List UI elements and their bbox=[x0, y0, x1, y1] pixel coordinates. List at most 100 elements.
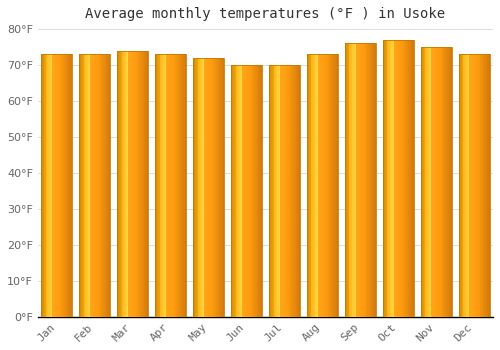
Bar bbox=[481, 54, 482, 317]
Bar bbox=[336, 54, 337, 317]
Bar bbox=[462, 54, 463, 317]
Bar bbox=[162, 54, 163, 317]
Bar bbox=[360, 43, 361, 317]
Bar bbox=[69, 54, 70, 317]
Bar bbox=[390, 40, 391, 317]
Bar bbox=[136, 51, 138, 317]
Bar bbox=[62, 54, 63, 317]
Bar bbox=[284, 65, 285, 317]
Bar bbox=[184, 54, 186, 317]
Bar bbox=[330, 54, 331, 317]
Bar bbox=[127, 51, 128, 317]
Bar bbox=[70, 54, 71, 317]
Bar bbox=[92, 54, 93, 317]
Bar bbox=[476, 54, 477, 317]
Bar bbox=[478, 54, 479, 317]
Bar bbox=[448, 47, 450, 317]
Bar bbox=[177, 54, 178, 317]
Bar bbox=[158, 54, 159, 317]
Bar bbox=[282, 65, 283, 317]
Bar bbox=[140, 51, 141, 317]
Bar bbox=[323, 54, 324, 317]
Bar bbox=[308, 54, 309, 317]
Bar bbox=[384, 40, 385, 317]
Bar bbox=[101, 54, 102, 317]
Bar bbox=[221, 58, 222, 317]
Bar bbox=[269, 65, 270, 317]
Bar bbox=[362, 43, 364, 317]
Bar bbox=[199, 58, 200, 317]
Bar bbox=[80, 54, 82, 317]
Bar bbox=[430, 47, 432, 317]
Bar bbox=[242, 65, 244, 317]
Bar bbox=[241, 65, 242, 317]
Bar bbox=[352, 43, 354, 317]
Bar bbox=[107, 54, 108, 317]
Bar bbox=[427, 47, 428, 317]
Bar bbox=[255, 65, 256, 317]
Bar bbox=[79, 54, 110, 317]
Bar bbox=[299, 65, 300, 317]
Bar bbox=[67, 54, 68, 317]
Bar bbox=[446, 47, 447, 317]
Bar bbox=[366, 43, 368, 317]
Bar bbox=[143, 51, 144, 317]
Bar bbox=[451, 47, 452, 317]
Bar bbox=[50, 54, 51, 317]
Bar bbox=[45, 54, 46, 317]
Bar bbox=[91, 54, 92, 317]
Bar bbox=[344, 43, 376, 317]
Bar bbox=[474, 54, 475, 317]
Bar bbox=[292, 65, 293, 317]
Bar bbox=[333, 54, 334, 317]
Bar bbox=[97, 54, 98, 317]
Bar bbox=[344, 43, 346, 317]
Bar bbox=[334, 54, 335, 317]
Bar bbox=[464, 54, 465, 317]
Bar bbox=[60, 54, 62, 317]
Bar bbox=[283, 65, 284, 317]
Bar bbox=[385, 40, 386, 317]
Bar bbox=[450, 47, 451, 317]
Bar bbox=[322, 54, 323, 317]
Bar bbox=[272, 65, 274, 317]
Bar bbox=[279, 65, 280, 317]
Bar bbox=[386, 40, 388, 317]
Bar bbox=[142, 51, 143, 317]
Bar bbox=[220, 58, 221, 317]
Bar bbox=[160, 54, 162, 317]
Bar bbox=[371, 43, 372, 317]
Bar bbox=[436, 47, 437, 317]
Bar bbox=[294, 65, 296, 317]
Bar bbox=[332, 54, 333, 317]
Bar bbox=[286, 65, 288, 317]
Bar bbox=[434, 47, 436, 317]
Bar bbox=[361, 43, 362, 317]
Bar bbox=[480, 54, 481, 317]
Bar bbox=[271, 65, 272, 317]
Bar bbox=[100, 54, 101, 317]
Bar bbox=[165, 54, 166, 317]
Bar bbox=[126, 51, 127, 317]
Bar bbox=[211, 58, 212, 317]
Bar bbox=[156, 54, 158, 317]
Bar bbox=[316, 54, 317, 317]
Bar bbox=[429, 47, 430, 317]
Bar bbox=[41, 54, 72, 317]
Bar bbox=[44, 54, 45, 317]
Bar bbox=[210, 58, 211, 317]
Bar bbox=[173, 54, 174, 317]
Bar bbox=[129, 51, 130, 317]
Bar bbox=[467, 54, 468, 317]
Bar bbox=[413, 40, 414, 317]
Bar bbox=[231, 65, 262, 317]
Bar bbox=[122, 51, 124, 317]
Bar bbox=[458, 54, 490, 317]
Bar bbox=[94, 54, 96, 317]
Bar bbox=[63, 54, 64, 317]
Bar bbox=[331, 54, 332, 317]
Bar bbox=[117, 51, 118, 317]
Bar bbox=[176, 54, 177, 317]
Bar bbox=[48, 54, 49, 317]
Bar bbox=[146, 51, 148, 317]
